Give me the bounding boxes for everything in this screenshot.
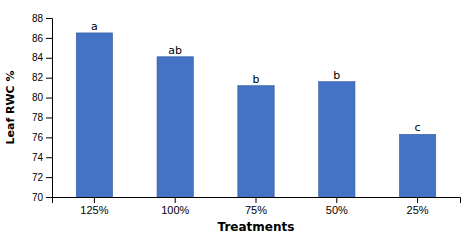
x-tick: 125%	[80, 197, 108, 216]
y-tick: 82	[32, 72, 52, 83]
y-tick-mark	[46, 78, 52, 79]
x-tick-label: 25%	[407, 204, 429, 216]
x-tick: 100%	[161, 197, 189, 216]
x-tick-label: 100%	[161, 204, 189, 216]
bar	[238, 86, 274, 197]
y-tick-label: 88	[32, 13, 44, 24]
y-tick-label: 86	[32, 33, 44, 44]
y-tick-label: 80	[32, 92, 44, 103]
y-tick: 76	[32, 132, 52, 143]
x-axis: 125% 100% 75% 50% 25%	[53, 197, 461, 216]
x-tick-mark	[417, 197, 418, 203]
y-tick: 70	[32, 192, 52, 203]
y-tick-mark	[46, 177, 52, 178]
x-tick-mark	[336, 197, 337, 203]
y-tick: 74	[32, 152, 52, 163]
annotations: a ab b b c	[91, 20, 421, 134]
bar	[76, 33, 112, 197]
x-tick: 75%	[245, 197, 267, 216]
x-axis-title: Treatments	[218, 220, 295, 234]
annotation: b	[333, 69, 340, 82]
y-tick-mark	[46, 157, 52, 158]
y-tick: 88	[32, 13, 52, 24]
y-tick-label: 76	[32, 132, 44, 143]
y-tick-mark	[46, 197, 52, 198]
bar	[319, 82, 355, 197]
bars	[76, 33, 436, 197]
y-tick-label: 82	[32, 72, 44, 83]
y-axis-line	[46, 19, 53, 198]
x-axis-line	[53, 198, 461, 204]
y-tick-mark	[46, 18, 52, 19]
y-axis: 70 72 74 76 78 80 82 84 86 88	[32, 13, 53, 203]
y-tick-mark	[46, 117, 52, 118]
x-tick-label: 125%	[80, 204, 108, 216]
annotation: a	[91, 20, 98, 33]
y-tick-mark	[46, 137, 52, 138]
annotation: b	[253, 73, 260, 86]
y-tick: 80	[32, 92, 52, 103]
bar	[157, 57, 193, 197]
x-tick-mark	[175, 197, 176, 203]
x-tick-mark	[94, 197, 95, 203]
annotation: ab	[168, 44, 182, 57]
y-tick-label: 78	[32, 112, 44, 123]
y-tick-label: 70	[32, 192, 44, 203]
x-tick-label: 50%	[326, 204, 348, 216]
y-tick: 84	[32, 52, 52, 63]
x-tick: 25%	[407, 197, 429, 216]
annotation: c	[415, 121, 421, 134]
y-tick-label: 84	[32, 52, 44, 63]
y-tick-mark	[46, 38, 52, 39]
x-tick-label: 75%	[245, 204, 267, 216]
y-tick-label: 74	[32, 152, 44, 163]
y-tick-label: 72	[32, 172, 44, 183]
y-tick: 86	[32, 33, 52, 44]
y-tick: 78	[32, 112, 52, 123]
x-tick: 50%	[326, 197, 348, 216]
y-tick-mark	[46, 58, 52, 59]
y-tick: 72	[32, 172, 52, 183]
bar	[399, 134, 435, 197]
chart: 125% 100% 75% 50% 25% 70 72 74 76 78 80 82 84 86 88 a ab…	[0, 0, 474, 239]
y-tick-mark	[46, 98, 52, 99]
x-tick-mark	[256, 197, 257, 203]
plot: 125% 100% 75% 50% 25% 70 72 74 76 78 80 82 84 86 88 a ab…	[32, 13, 461, 239]
y-axis-title: Leaf RWC %	[4, 70, 17, 144]
